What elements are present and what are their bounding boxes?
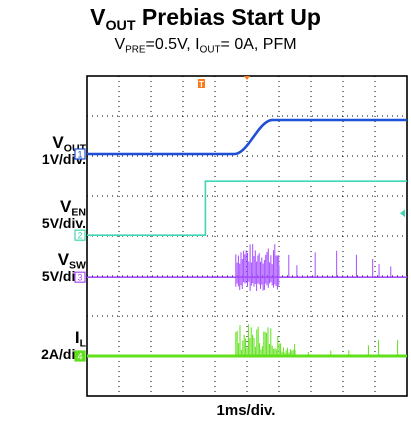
il-switching-bursts <box>235 324 399 356</box>
vsw-switching-bursts <box>235 244 392 292</box>
trigger-level-icon <box>400 209 405 218</box>
ven-ground-marker-icon: 2 <box>74 229 86 241</box>
vout-ground-marker-label: 1 <box>77 150 82 160</box>
ven-channel-label: VEN 5V/div. <box>41 197 86 231</box>
ven-ground-marker-label: 2 <box>77 231 82 241</box>
chart-title: VOUT Prebias Start Up <box>90 4 321 34</box>
trigger-position-icon <box>244 76 250 80</box>
ven-trace <box>87 180 407 236</box>
x-axis-label: 1ms/div. <box>216 402 276 419</box>
ven-scale: 5V/div. <box>41 215 86 231</box>
vsw-ground-marker-icon: 3 <box>74 271 86 283</box>
trigger-marker-label: T <box>199 80 204 89</box>
trigger-marker-icon <box>198 79 205 88</box>
vsw-ground-marker-label: 3 <box>77 273 82 283</box>
il-ground-marker-label: 4 <box>77 352 82 362</box>
chart-subtitle: VPRE=0.5V, IOUT= 0A, PFM <box>114 36 297 56</box>
vout-trace <box>87 118 407 156</box>
il-ground-marker-icon: 4 <box>74 350 86 362</box>
vout-ground-marker-icon: 1 <box>74 148 86 160</box>
